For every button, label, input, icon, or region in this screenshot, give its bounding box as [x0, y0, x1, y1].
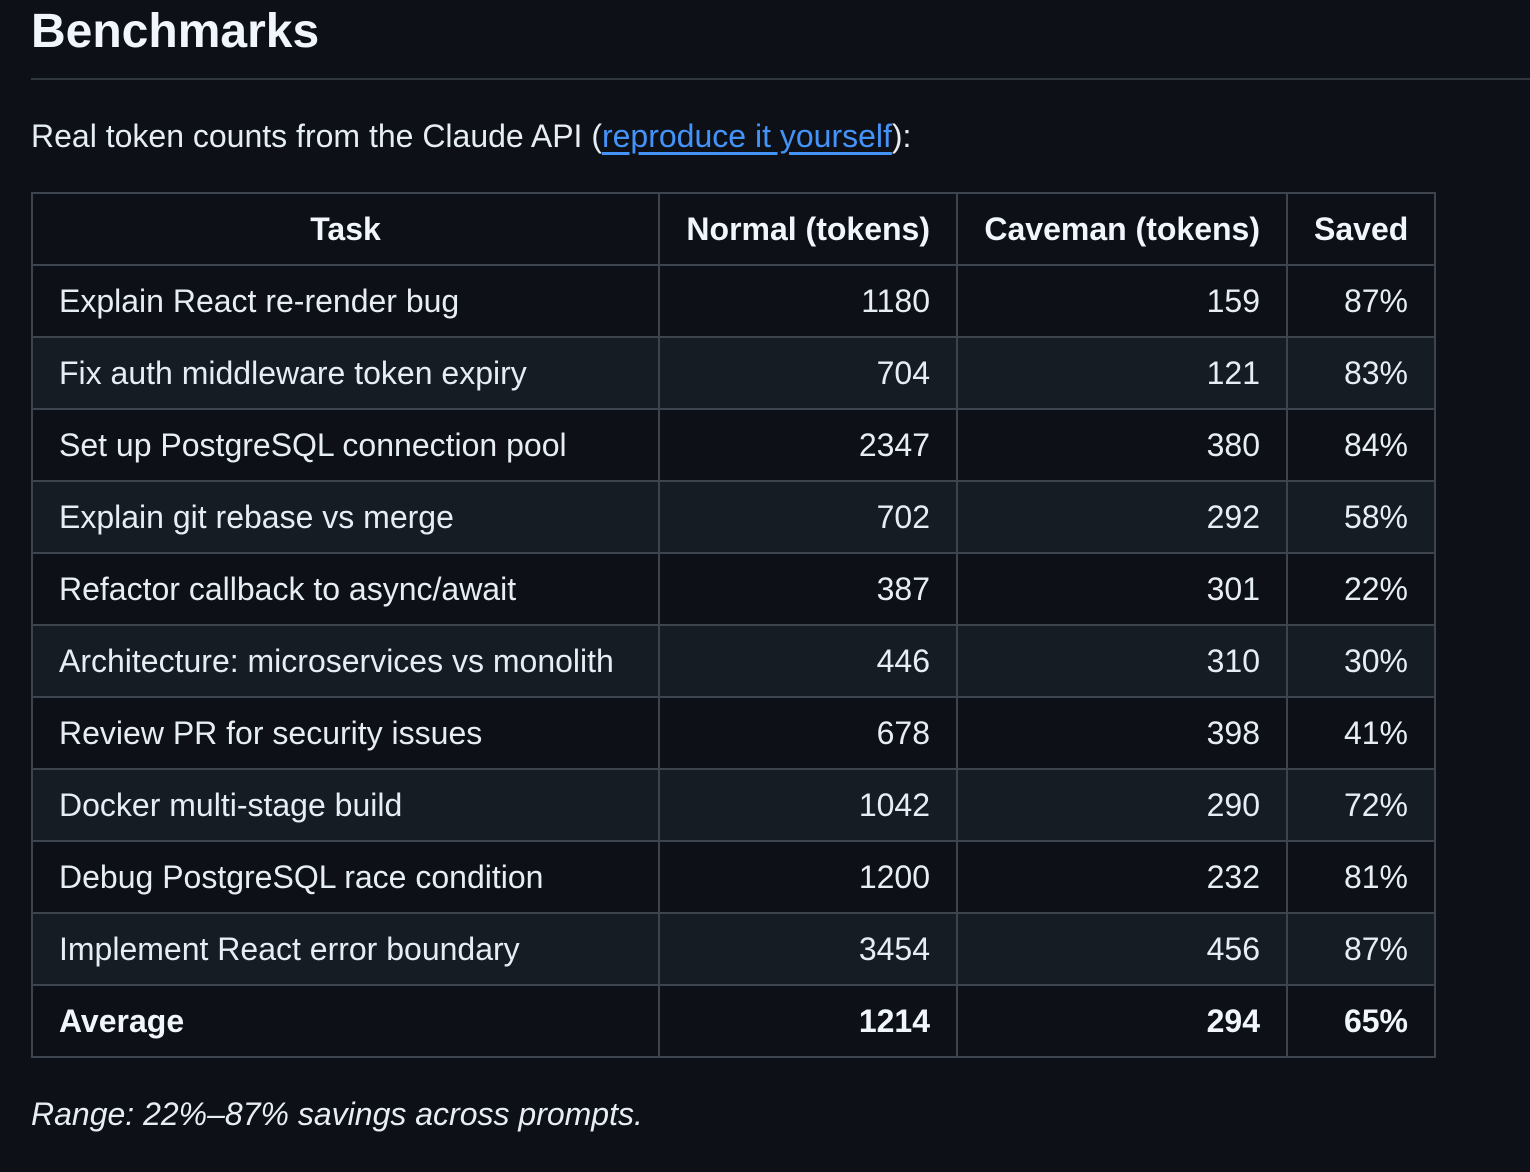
column-header-saved: Saved [1286, 192, 1436, 266]
caveman-tokens-cell: 310 [956, 624, 1288, 698]
intro-text-prefix: Real token counts from the Claude API ( [31, 118, 602, 154]
caveman-tokens-cell: 398 [956, 696, 1288, 770]
column-header-task: Task [31, 192, 660, 266]
range-note: Range: 22%–87% savings across prompts. [31, 1096, 643, 1132]
caveman-tokens-cell: 301 [956, 552, 1288, 626]
task-cell: Fix auth middleware token expiry [31, 336, 660, 410]
task-cell: Architecture: microservices vs monolith [31, 624, 660, 698]
table-header-row: Task Normal (tokens) Caveman (tokens) Sa… [31, 192, 1436, 266]
caveman-tokens-cell: 380 [956, 408, 1288, 482]
saved-cell: 41% [1286, 696, 1436, 770]
table-row: Explain React re-render bug 1180 159 87% [31, 264, 1436, 338]
saved-cell: 30% [1286, 624, 1436, 698]
table-row: Debug PostgreSQL race condition 1200 232… [31, 840, 1436, 914]
normal-tokens-cell: 387 [658, 552, 958, 626]
saved-cell: 58% [1286, 480, 1436, 554]
saved-cell: 72% [1286, 768, 1436, 842]
caveman-tokens-cell: 159 [956, 264, 1288, 338]
table-row: Review PR for security issues 678 398 41… [31, 696, 1436, 770]
task-cell: Refactor callback to async/await [31, 552, 660, 626]
saved-cell: 22% [1286, 552, 1436, 626]
intro-paragraph: Real token counts from the Claude API (r… [31, 112, 1530, 160]
task-cell: Explain git rebase vs merge [31, 480, 660, 554]
table-row: Fix auth middleware token expiry 704 121… [31, 336, 1436, 410]
saved-cell: 84% [1286, 408, 1436, 482]
table-row: Explain git rebase vs merge 702 292 58% [31, 480, 1436, 554]
normal-tokens-cell: 1200 [658, 840, 958, 914]
normal-tokens-cell: 2347 [658, 408, 958, 482]
saved-cell: 87% [1286, 264, 1436, 338]
saved-cell: 83% [1286, 336, 1436, 410]
task-cell: Review PR for security issues [31, 696, 660, 770]
intro-text-suffix: ): [891, 118, 912, 154]
task-cell: Implement React error boundary [31, 912, 660, 986]
task-cell: Docker multi-stage build [31, 768, 660, 842]
caveman-tokens-cell: 292 [956, 480, 1288, 554]
saved-cell: 81% [1286, 840, 1436, 914]
normal-tokens-cell: 446 [658, 624, 958, 698]
normal-tokens-cell: 702 [658, 480, 958, 554]
task-cell: Average [31, 984, 660, 1058]
column-header-caveman-tokens: Caveman (tokens) [956, 192, 1288, 266]
table-row: Implement React error boundary 3454 456 … [31, 912, 1436, 986]
table-row: Architecture: microservices vs monolith … [31, 624, 1436, 698]
saved-cell: 87% [1286, 912, 1436, 986]
normal-tokens-cell: 1042 [658, 768, 958, 842]
reproduce-link[interactable]: reproduce it yourself [601, 118, 892, 154]
caveman-tokens-cell: 121 [956, 336, 1288, 410]
normal-tokens-cell: 704 [658, 336, 958, 410]
table-row-average: Average 1214 294 65% [31, 984, 1436, 1058]
caveman-tokens-cell: 456 [956, 912, 1288, 986]
saved-cell: 65% [1286, 984, 1436, 1058]
normal-tokens-cell: 3454 [658, 912, 958, 986]
normal-tokens-cell: 1180 [658, 264, 958, 338]
caveman-tokens-cell: 232 [956, 840, 1288, 914]
normal-tokens-cell: 678 [658, 696, 958, 770]
caveman-tokens-cell: 294 [956, 984, 1288, 1058]
page-title: Benchmarks [31, 2, 1530, 80]
benchmarks-table: Task Normal (tokens) Caveman (tokens) Sa… [31, 192, 1436, 1058]
task-cell: Set up PostgreSQL connection pool [31, 408, 660, 482]
table-row: Set up PostgreSQL connection pool 2347 3… [31, 408, 1436, 482]
caveman-tokens-cell: 290 [956, 768, 1288, 842]
task-cell: Debug PostgreSQL race condition [31, 840, 660, 914]
column-header-normal-tokens: Normal (tokens) [658, 192, 958, 266]
task-cell: Explain React re-render bug [31, 264, 660, 338]
table-row: Docker multi-stage build 1042 290 72% [31, 768, 1436, 842]
table-row: Refactor callback to async/await 387 301… [31, 552, 1436, 626]
normal-tokens-cell: 1214 [658, 984, 958, 1058]
